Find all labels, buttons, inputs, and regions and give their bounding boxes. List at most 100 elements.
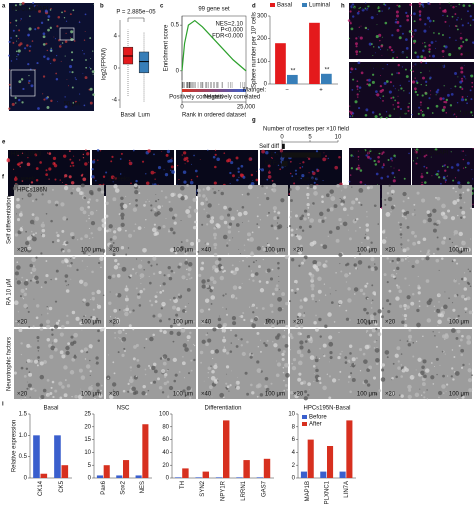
cell — [308, 225, 312, 229]
cell — [129, 274, 133, 277]
cell — [70, 181, 75, 185]
cell — [83, 347, 88, 352]
cell — [50, 386, 53, 389]
cell — [421, 257, 424, 261]
cell — [114, 228, 116, 230]
cell — [375, 90, 378, 93]
cell — [45, 173, 49, 177]
cell — [249, 355, 253, 359]
bar — [300, 471, 307, 478]
cell — [115, 293, 118, 296]
cell — [259, 350, 262, 353]
cell — [290, 199, 293, 202]
cell — [283, 379, 285, 382]
cell — [461, 240, 466, 246]
cell — [53, 347, 58, 352]
cell — [340, 270, 343, 273]
cell — [393, 167, 395, 169]
cell — [18, 98, 21, 102]
cell — [400, 247, 402, 249]
cell — [414, 77, 416, 79]
cell — [339, 197, 341, 200]
cell — [358, 188, 364, 193]
cell — [407, 239, 410, 242]
cell — [29, 345, 32, 348]
cell — [313, 181, 316, 184]
cell — [294, 279, 298, 284]
cell — [460, 98, 465, 102]
cell — [452, 200, 458, 205]
cell — [457, 314, 460, 318]
cell — [256, 307, 258, 309]
cell — [432, 54, 436, 58]
cell — [56, 25, 59, 28]
cell — [357, 96, 359, 98]
cell — [37, 356, 40, 359]
cell — [437, 390, 443, 396]
cell — [460, 216, 463, 219]
cell — [78, 21, 81, 24]
cell — [227, 253, 229, 255]
cell — [213, 226, 217, 230]
cell — [420, 112, 422, 114]
cell — [35, 280, 40, 284]
cell — [452, 308, 456, 312]
cell — [207, 377, 209, 379]
cell — [230, 329, 232, 332]
cell — [20, 398, 22, 400]
cell — [359, 288, 364, 293]
y-tick-label: 100 — [159, 412, 170, 418]
cell — [314, 358, 319, 363]
label: DAPI — [415, 6, 429, 12]
cell — [448, 53, 452, 57]
cell — [338, 155, 341, 159]
label: 200 μm — [388, 52, 408, 58]
cell — [392, 275, 396, 279]
cell — [377, 309, 382, 314]
cell — [361, 242, 363, 244]
cell — [388, 90, 392, 94]
cell — [213, 191, 217, 195]
cell — [430, 94, 432, 96]
cell — [19, 227, 24, 232]
cell — [27, 157, 29, 159]
label: ×20 — [17, 392, 28, 398]
cell — [414, 214, 416, 216]
cell — [163, 169, 165, 171]
cell — [462, 150, 464, 152]
cell — [402, 200, 405, 203]
cell — [396, 261, 399, 264]
cell — [450, 87, 452, 89]
cell — [463, 64, 465, 66]
cell — [317, 289, 322, 294]
cell — [326, 373, 328, 375]
cell — [211, 396, 213, 398]
cell — [210, 295, 216, 300]
cell — [464, 166, 467, 169]
bar — [307, 439, 314, 478]
cell — [9, 21, 12, 24]
cell — [325, 260, 328, 263]
cell — [295, 324, 299, 329]
cell — [426, 300, 432, 306]
cell — [425, 154, 428, 157]
cell — [37, 340, 39, 342]
cell — [403, 177, 406, 180]
cell — [329, 207, 334, 212]
cell — [187, 267, 192, 272]
cell — [374, 393, 378, 396]
cell — [116, 273, 121, 278]
cell — [181, 361, 186, 366]
cell — [52, 156, 57, 161]
cell — [400, 87, 403, 90]
cell — [419, 13, 422, 16]
cell — [307, 350, 311, 354]
cell — [434, 148, 438, 151]
cell — [367, 78, 371, 82]
cell — [187, 273, 191, 276]
cell — [359, 180, 363, 184]
cell — [284, 344, 289, 348]
y-tick-label: 2 — [292, 463, 296, 469]
cell — [169, 227, 174, 232]
cell — [133, 183, 138, 188]
